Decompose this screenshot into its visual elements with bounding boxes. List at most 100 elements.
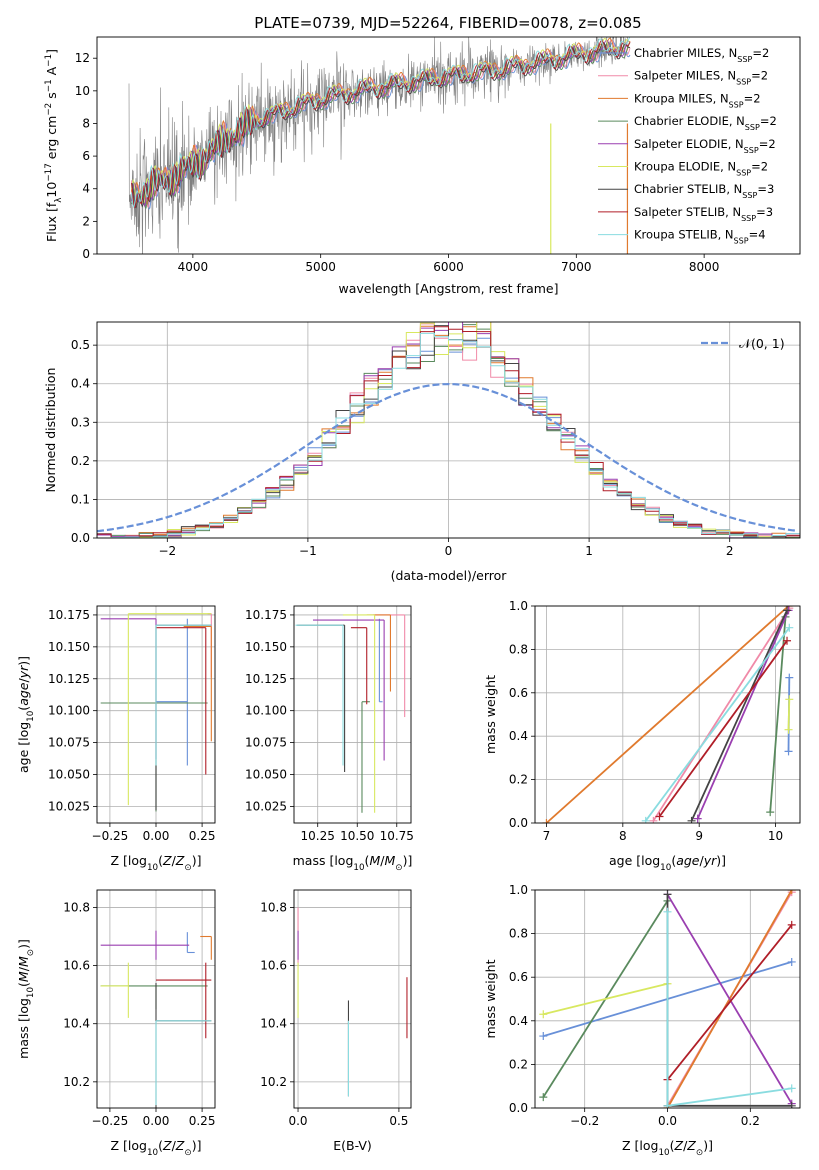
x-tick-label: 0.0 bbox=[658, 1114, 677, 1128]
y-tick-label: 10.4 bbox=[63, 1017, 90, 1031]
weight-vs-age-plot-area bbox=[542, 606, 794, 823]
y-tick-label: 0.2 bbox=[509, 773, 528, 787]
y-tick-label: 10.175 bbox=[245, 608, 287, 622]
y-tick-label: 0.3 bbox=[71, 415, 90, 429]
x-tick-label: 0.25 bbox=[189, 829, 216, 843]
x-tick-label: 5000 bbox=[305, 260, 336, 274]
y-tick-label: 0.2 bbox=[71, 454, 90, 468]
data-spectrum-line bbox=[128, 37, 628, 254]
weight-line bbox=[666, 924, 793, 1081]
x-axis-label: Z [log10(Z/Z⊙)] bbox=[622, 1138, 713, 1158]
y-tick-label: 0.0 bbox=[509, 1101, 528, 1115]
model-spectrum-line bbox=[131, 40, 631, 209]
age-vs-mass-plot-area bbox=[295, 614, 406, 813]
y-tick-label: 10.6 bbox=[260, 959, 287, 973]
x-axis-label: E(B-V) bbox=[333, 1138, 372, 1153]
y-axis-label: Flux [fλ10−17 erg cm−2 s−1 A−1] bbox=[44, 49, 64, 242]
legend-label: Chabrier STELIB, NSSP=3 bbox=[634, 182, 774, 200]
y-tick-label: 0.2 bbox=[509, 1057, 528, 1071]
y-tick-label: 0.4 bbox=[509, 729, 528, 743]
y-tick-label: 0.0 bbox=[71, 531, 90, 545]
y-tick-label: 0.6 bbox=[509, 970, 528, 984]
weight-marker bbox=[687, 816, 696, 823]
model-spectrum-line bbox=[131, 37, 631, 209]
y-tick-label: 0.8 bbox=[509, 642, 528, 656]
x-axis-label: age [log10(age/yr)] bbox=[609, 853, 726, 873]
axes-frame bbox=[96, 36, 801, 255]
y-tick-label: 10.100 bbox=[245, 704, 287, 718]
y-tick-label: 8 bbox=[82, 116, 90, 130]
weight-marker bbox=[784, 725, 793, 734]
weight-line bbox=[787, 699, 791, 730]
y-tick-label: 1.0 bbox=[509, 883, 528, 897]
x-tick-label: −0.25 bbox=[92, 829, 129, 843]
y-tick-label: 10.050 bbox=[245, 767, 287, 781]
weight-marker bbox=[693, 814, 702, 823]
y-axis-label: Normed distribution bbox=[43, 368, 58, 493]
x-axis-label: Z [log10(Z/Z⊙)] bbox=[111, 853, 202, 873]
x-tick-label: 4000 bbox=[178, 260, 209, 274]
axes-frame bbox=[534, 605, 801, 824]
legend-label: 𝒩(0, 1) bbox=[739, 336, 785, 351]
weight-marker bbox=[663, 890, 672, 899]
x-tick-label: 1 bbox=[585, 544, 593, 558]
x-tick-label: 0.00 bbox=[143, 1114, 170, 1128]
x-tick-label: 7000 bbox=[561, 260, 592, 274]
y-tick-label: 10.2 bbox=[260, 1075, 287, 1089]
legend-label: Salpeter MILES, NSSP=2 bbox=[634, 69, 768, 87]
weight-marker bbox=[784, 747, 793, 756]
y-tick-label: 10.075 bbox=[48, 736, 90, 750]
x-tick-label: 2 bbox=[726, 544, 734, 558]
x-tick-label: −0.2 bbox=[570, 1114, 599, 1128]
x-tick-label: 0.2 bbox=[741, 1114, 760, 1128]
weight-marker bbox=[783, 606, 792, 615]
x-tick-label: 10.50 bbox=[340, 829, 374, 843]
weight-marker bbox=[766, 808, 775, 817]
y-tick-label: 4 bbox=[82, 182, 90, 196]
y-tick-label: 10.125 bbox=[48, 672, 90, 686]
legend-label: Salpeter STELIB, NSSP=3 bbox=[634, 205, 773, 223]
y-tick-label: 0.1 bbox=[71, 492, 90, 506]
weight-line bbox=[769, 616, 787, 813]
weight-line bbox=[545, 606, 790, 823]
legend-label: Chabrier ELODIE, NSSP=2 bbox=[634, 114, 777, 132]
histogram-step bbox=[97, 332, 800, 538]
weight-marker bbox=[663, 907, 672, 916]
axes-frame bbox=[293, 889, 412, 1109]
figure-title: PLATE=0739, MJD=52264, FIBERID=0078, z=0… bbox=[254, 14, 641, 32]
x-tick-label: 0.0 bbox=[288, 1114, 307, 1128]
x-tick-label: −2 bbox=[158, 544, 176, 558]
weight-marker bbox=[663, 1101, 672, 1108]
y-tick-label: 0.8 bbox=[509, 927, 528, 941]
y-tick-label: 0.4 bbox=[509, 1014, 528, 1028]
x-tick-label: 10.75 bbox=[380, 829, 414, 843]
mass-vs-Z-plot-area bbox=[100, 930, 212, 1108]
age-vs-Z-panel: −0.25 0.00 0.25 10.025 10.050 10.075 10.100 10.… bbox=[16, 605, 216, 873]
model-spectrum-line bbox=[131, 41, 631, 209]
model-spectrum-line bbox=[131, 41, 631, 210]
normal-curve bbox=[97, 382, 798, 533]
weight-marker bbox=[641, 816, 650, 823]
axes-frame bbox=[293, 605, 412, 824]
x-axis-label: Z [log10(Z/Z⊙)] bbox=[111, 1138, 202, 1158]
axes-frame bbox=[96, 321, 801, 539]
weight-line bbox=[690, 609, 788, 822]
weight-marker bbox=[787, 1101, 796, 1108]
age-vs-mass-panel: 10.25 10.50 10.75 10.025 10.050 10.075 10.100 1… bbox=[245, 605, 414, 873]
y-tick-label: 0.4 bbox=[71, 377, 90, 391]
weight-marker bbox=[539, 1010, 548, 1019]
y-tick-label: 10.8 bbox=[260, 900, 287, 914]
legend-label: Kroupa ELODIE, NSSP=2 bbox=[634, 160, 768, 178]
weight-vs-age-panel: 7 8 9 10 0.0 0.2 0.4 0.6 0.8 1.0 age [log10(age/yr… bbox=[483, 599, 801, 873]
weight-line bbox=[652, 607, 791, 822]
x-tick-label: 8 bbox=[619, 829, 627, 843]
x-tick-label: 8000 bbox=[689, 260, 720, 274]
x-tick-label: 10 bbox=[768, 829, 783, 843]
mass-vs-ebv-plot-area bbox=[297, 907, 408, 1097]
x-tick-label: 0.25 bbox=[189, 1114, 216, 1128]
weight-marker bbox=[785, 673, 794, 682]
y-axis-label: mass [log10(M/M⊙)] bbox=[16, 939, 36, 1059]
y-axis-label: age [log10(age/yr)] bbox=[16, 656, 36, 773]
y-tick-label: 12 bbox=[75, 51, 90, 65]
x-tick-label: −1 bbox=[299, 544, 317, 558]
